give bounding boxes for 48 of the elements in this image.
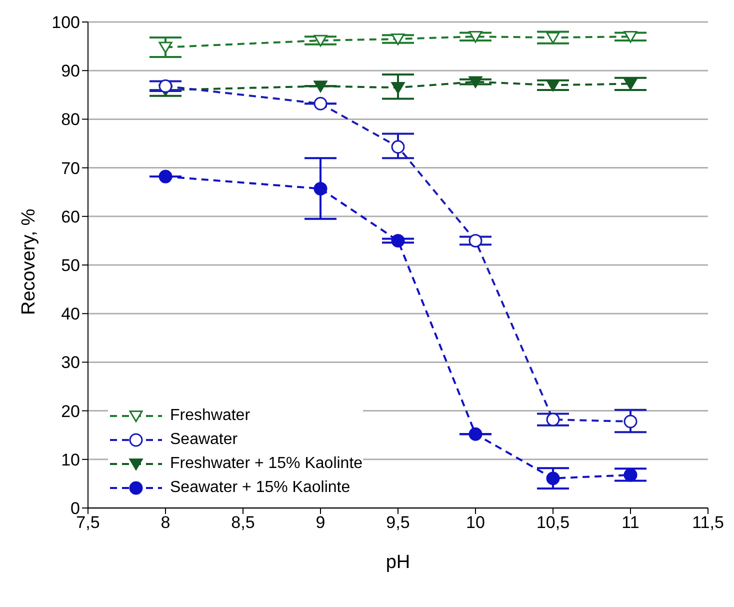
y-tick-label: 30 — [61, 353, 80, 372]
y-tick-label: 70 — [61, 158, 80, 178]
point — [546, 80, 560, 92]
point — [468, 427, 482, 441]
y-tick-label: 20 — [61, 402, 80, 421]
point — [314, 182, 328, 196]
point — [391, 33, 405, 46]
y-tick-label: 90 — [61, 62, 80, 81]
y-tick-label: 80 — [61, 110, 80, 130]
x-axis-title: pH — [386, 552, 410, 573]
point — [391, 140, 405, 154]
legend-label: Freshwater + 15% Kaolinte — [170, 455, 363, 473]
point — [314, 80, 328, 92]
x-tick-label: 8 — [160, 513, 170, 532]
point — [391, 82, 405, 94]
point — [158, 170, 172, 184]
x-tick-label: 8,5 — [231, 513, 255, 532]
point — [624, 31, 638, 43]
point — [391, 234, 405, 248]
x-tick-label: 11,5 — [692, 513, 724, 532]
y-tick-label: 40 — [61, 304, 80, 324]
point — [546, 472, 560, 486]
y-tick-label: 10 — [61, 450, 80, 470]
x-tick-label: 10 — [466, 513, 485, 532]
y-tick-label: 100 — [52, 13, 80, 32]
point — [314, 34, 328, 47]
y-axis-title: Recovery, % — [18, 208, 40, 315]
point — [468, 234, 482, 248]
point — [546, 32, 560, 44]
x-tick-label: 9 — [316, 513, 326, 532]
point — [624, 78, 638, 90]
point — [624, 468, 638, 482]
x-tick-label: 7,5 — [76, 513, 100, 532]
legend-label: Seawater + 15% Kaolinte — [170, 479, 350, 497]
legend-label: Freshwater — [170, 407, 250, 425]
y-tick-label: 60 — [61, 207, 80, 226]
point — [158, 79, 172, 93]
x-tick-label: 9,5 — [386, 513, 410, 532]
point — [624, 414, 638, 428]
point — [158, 42, 172, 54]
y-tick-label: 50 — [61, 256, 80, 276]
point — [468, 31, 482, 43]
x-tick-label: 11 — [622, 513, 640, 532]
point — [546, 412, 560, 426]
point — [468, 76, 482, 88]
legend-label: Seawater — [170, 431, 238, 449]
point — [314, 96, 328, 110]
x-tick-label: 10,5 — [536, 513, 570, 532]
